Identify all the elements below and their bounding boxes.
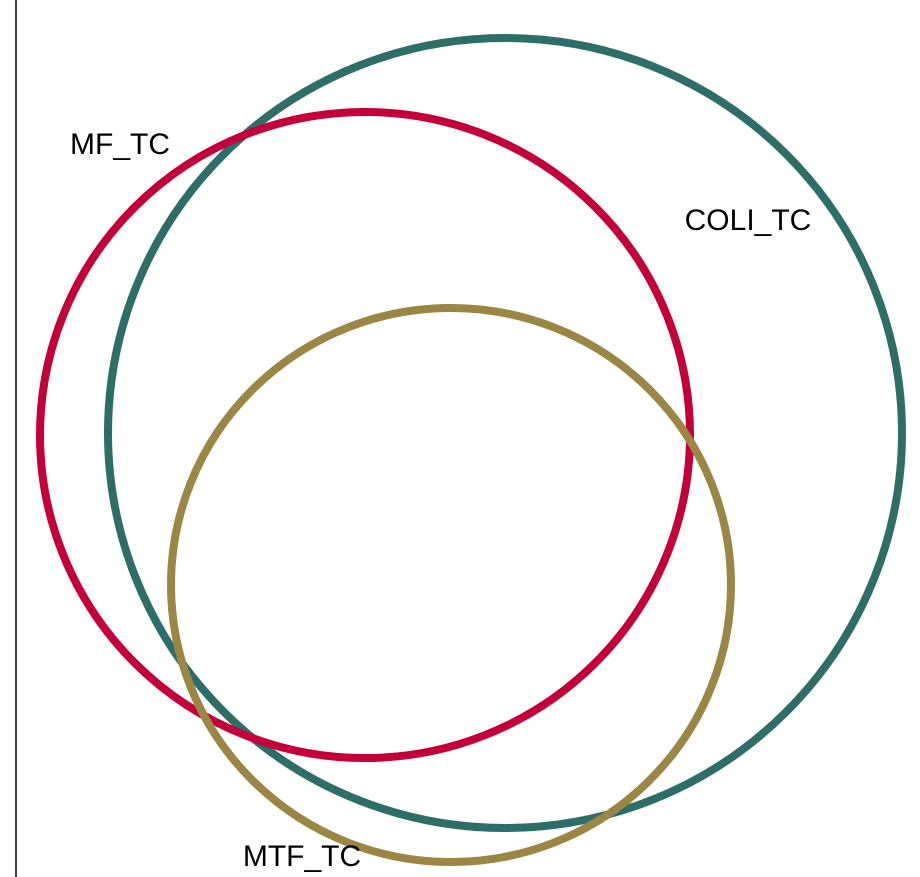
set-circle: [167, 304, 735, 866]
set-label: MTF_TC: [243, 840, 361, 873]
set-circle: [36, 108, 694, 762]
set-label: COLI_TC: [685, 204, 812, 237]
set-circle: [104, 34, 906, 832]
set-label: MF_TC: [70, 128, 170, 161]
